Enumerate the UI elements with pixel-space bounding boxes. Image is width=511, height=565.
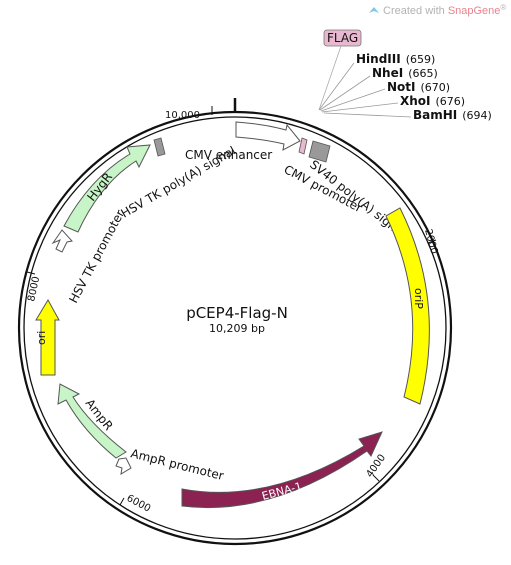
hsv-tk-promoter-arrow (51, 229, 73, 253)
ori-feature (35, 298, 60, 376)
flag-leader-line (318, 45, 342, 111)
ebna1-feature (181, 431, 383, 509)
plasmid-length: 10,209 bp (209, 322, 265, 335)
ori-label: ori (35, 331, 48, 345)
cmv-enhancer-label: CMV enhancer (185, 148, 272, 162)
hygr-feature (63, 144, 151, 233)
orip-label: oriP (412, 288, 425, 309)
tick-mark-8000 (26, 271, 36, 275)
orip-feature (385, 207, 430, 405)
tick-label-2000: 2000 (422, 228, 439, 255)
tick-mark-6000 (119, 497, 125, 506)
backbone-inner-ring (23, 116, 447, 540)
hindiii-leader (318, 62, 355, 111)
credit-text: Created with SnapGene® (383, 3, 506, 17)
snapgene-logo-icon (369, 7, 379, 13)
tick-label-4000: 4000 (364, 453, 388, 480)
site-noti: NotI (670) (387, 80, 450, 94)
restriction-site-leaders (318, 62, 412, 118)
tick-label-8000: 8000 (26, 275, 42, 302)
bamhi-leader (323, 112, 412, 118)
cmv-enhancer-arrow (235, 121, 301, 151)
cmv-promoter-marker (298, 137, 308, 155)
xhoi-leader (321, 102, 399, 113)
amp-r-promoter-label: AmpR promoter (129, 446, 225, 483)
restriction-sites: HindIII (659) NheI (665) NotI (670) XhoI (67… (356, 52, 492, 122)
tick-label-10000: 10,000 (165, 110, 200, 121)
hsv-tk-polya-box (153, 137, 166, 157)
snapgene-credit: Created with SnapGene® (369, 3, 506, 17)
nhei-leader (319, 75, 371, 111)
plasmid-name: pCEP4-Flag-N (186, 304, 288, 322)
noti-leader (320, 88, 386, 112)
amp-r-promoter-arrow (115, 457, 132, 475)
tick-mark-2000 (427, 239, 437, 244)
site-bamhi: BamHI (694) (413, 108, 492, 122)
site-nhei: NheI (665) (372, 66, 438, 80)
site-hindiii: HindIII (659) (356, 52, 435, 66)
flag-label: FLAG (327, 31, 358, 45)
flag-label-box (323, 29, 362, 47)
tick-label-6000: 6000 (125, 493, 153, 515)
tick-mark-4000 (372, 474, 380, 482)
site-xhoi: XhoI (676) (400, 94, 465, 108)
sv40-polya-box (308, 140, 331, 163)
amp-r-feature (57, 383, 127, 459)
